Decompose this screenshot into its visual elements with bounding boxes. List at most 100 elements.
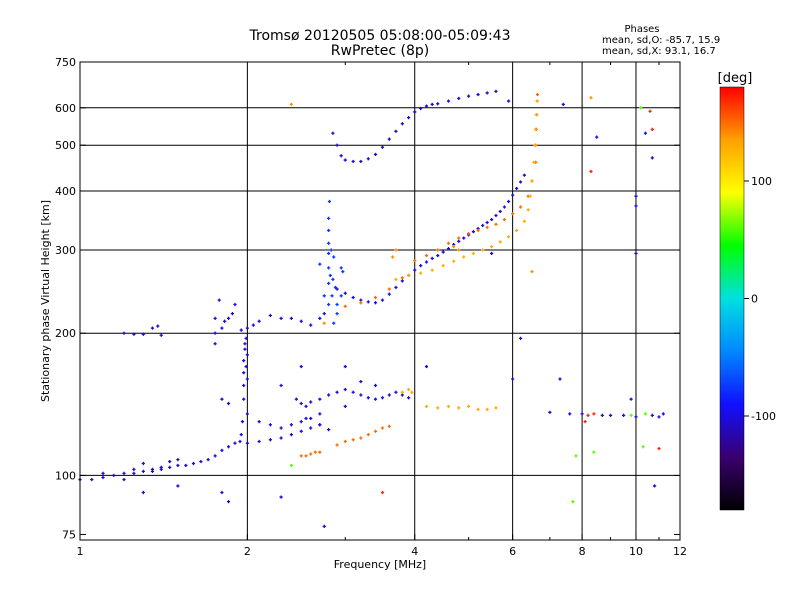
- data-point: [141, 461, 145, 466]
- data-point: [490, 217, 494, 222]
- data-point: [240, 419, 245, 424]
- data-point: [446, 247, 451, 251]
- data-point: [332, 321, 336, 325]
- data-point: [528, 194, 532, 198]
- data-point: [213, 316, 217, 320]
- data-point: [339, 294, 343, 298]
- data-point: [561, 102, 565, 106]
- data-point: [608, 413, 613, 417]
- data-point: [373, 301, 378, 305]
- data-point: [441, 250, 445, 254]
- data-point: [650, 127, 654, 132]
- data-point: [304, 404, 308, 408]
- y-tick-label: 100: [55, 469, 76, 482]
- data-point: [132, 471, 136, 475]
- data-point: [373, 295, 378, 300]
- data-point: [339, 266, 343, 270]
- data-point: [400, 393, 404, 397]
- data-point: [571, 500, 575, 504]
- data-point: [430, 102, 434, 106]
- data-point: [643, 131, 648, 135]
- data-point: [217, 298, 221, 302]
- data-point: [159, 465, 163, 469]
- data-point: [141, 332, 145, 336]
- data-point: [268, 313, 272, 318]
- data-point: [407, 115, 411, 120]
- data-point: [330, 294, 334, 298]
- data-point: [309, 426, 313, 430]
- data-point: [446, 241, 451, 245]
- chart-subtitle: RwPretec (8p): [331, 43, 429, 59]
- data-point: [494, 406, 498, 410]
- data-point: [387, 287, 391, 291]
- data-point: [304, 416, 308, 421]
- data-point: [327, 266, 331, 270]
- data-point: [380, 145, 385, 149]
- data-point: [380, 396, 385, 400]
- y-axis-label: Stationary phase Virtual Height [km]: [39, 200, 52, 402]
- data-point: [424, 260, 429, 264]
- data-point: [574, 454, 578, 458]
- data-point: [299, 364, 303, 369]
- data-point: [490, 245, 494, 249]
- data-point: [233, 302, 237, 307]
- data-point: [498, 209, 502, 214]
- colorbar-label: [deg]: [718, 71, 753, 86]
- data-point: [141, 469, 145, 473]
- data-point: [530, 179, 534, 183]
- data-point: [101, 475, 105, 480]
- data-point: [245, 353, 249, 357]
- data-point: [213, 342, 217, 346]
- plot-frame: [79, 61, 681, 541]
- data-point: [327, 216, 331, 220]
- data-point: [387, 137, 391, 141]
- colorbar-ticks: 100 0 -100: [744, 175, 776, 423]
- data-point: [373, 383, 378, 388]
- data-point: [498, 240, 502, 244]
- data-point: [471, 230, 475, 234]
- data-point: [343, 304, 347, 308]
- data-point: [407, 387, 411, 392]
- data-point: [351, 390, 355, 394]
- x-axis-ticks: 1 2 4 6 8 10 12: [77, 62, 687, 558]
- data-point: [534, 127, 538, 132]
- data-points: [78, 89, 665, 529]
- data-point: [239, 433, 243, 437]
- data-point: [476, 228, 480, 233]
- data-point: [534, 113, 538, 117]
- data-point: [343, 387, 347, 392]
- colorbar: [719, 86, 745, 511]
- x-tick-label: 6: [509, 545, 516, 558]
- data-point: [515, 228, 519, 233]
- data-point: [511, 377, 515, 381]
- y-tick-label: 75: [62, 528, 76, 541]
- data-point: [457, 236, 461, 240]
- data-point: [329, 248, 333, 252]
- data-point: [141, 490, 145, 495]
- data-point: [580, 412, 584, 416]
- x-tick-label: 8: [579, 545, 586, 558]
- x-tick-label: 12: [673, 545, 687, 558]
- data-point: [462, 255, 466, 259]
- data-point: [226, 445, 231, 449]
- data-point: [351, 159, 355, 164]
- data-point: [220, 490, 224, 495]
- data-point: [327, 251, 331, 256]
- data-point: [132, 467, 136, 471]
- data-point: [485, 407, 489, 411]
- data-point: [279, 495, 283, 499]
- data-point: [650, 156, 654, 160]
- y-tick-label: 500: [55, 139, 76, 152]
- data-point: [299, 454, 303, 458]
- data-point: [526, 208, 530, 212]
- data-point: [132, 332, 136, 336]
- data-point: [511, 193, 515, 197]
- data-point: [341, 270, 345, 274]
- data-point: [168, 459, 172, 464]
- data-point: [220, 448, 224, 452]
- data-point: [90, 477, 94, 482]
- data-point: [643, 412, 648, 416]
- data-point: [457, 239, 461, 243]
- data-point: [518, 180, 523, 184]
